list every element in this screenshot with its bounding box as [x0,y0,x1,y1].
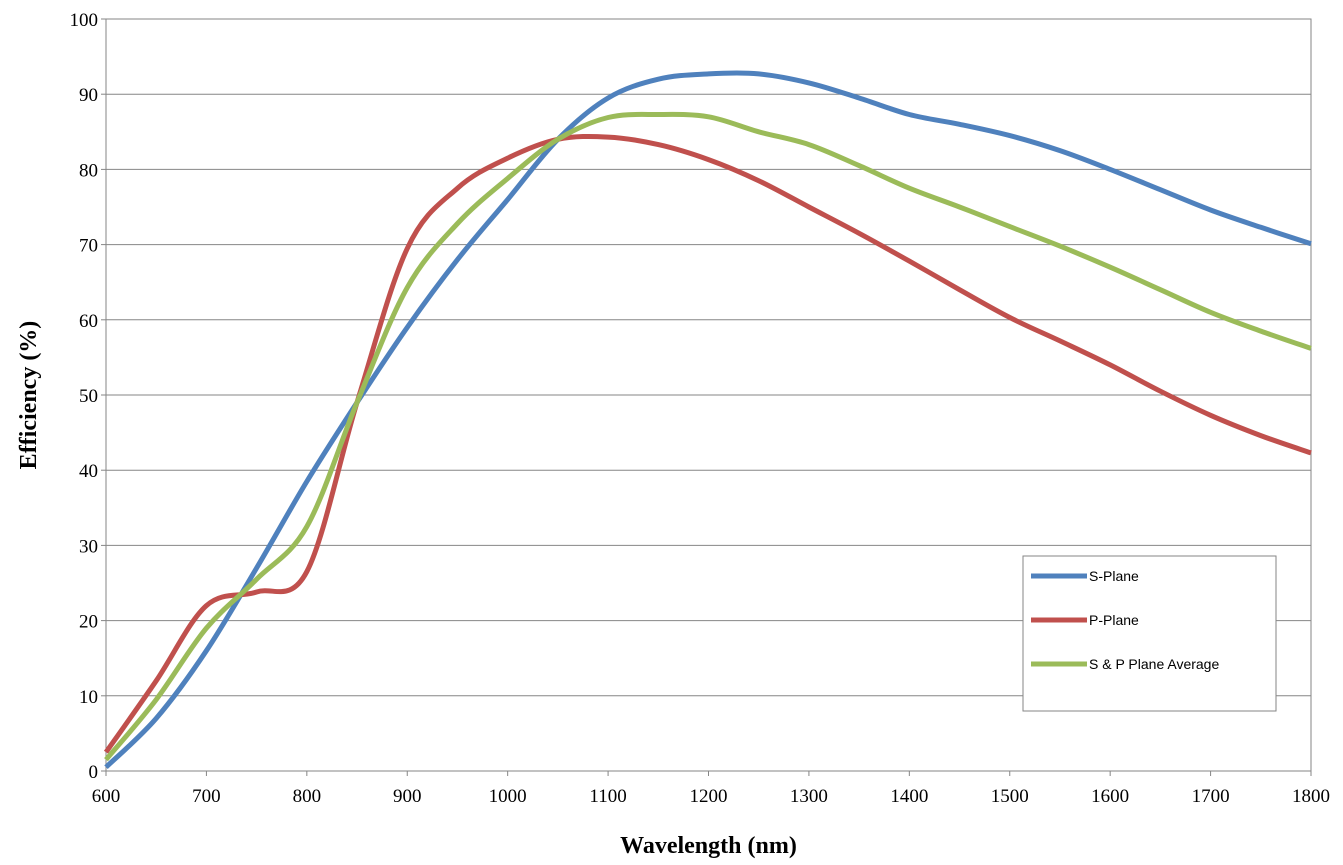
y-axis-tick-labels: 0 10 20 30 40 50 60 70 80 90 100 [70,10,106,783]
series-line-p-plane [103,133,1312,754]
x-tick-label: 900 [393,786,422,807]
gridlines [106,93,1311,697]
x-tick-label: 600 [92,786,121,807]
y-tick-label: 100 [70,10,99,31]
x-tick-label: 1000 [489,786,527,807]
y-tick-label: 60 [79,311,98,332]
x-axis-tick-labels: 600 700 800 900 1000 1100 1200 1300 1400 1500 1600… [92,771,1330,807]
x-tick-label: 1200 [690,786,728,807]
legend-label-p-plane: P-Plane [1089,612,1139,628]
legend-label-s-p-plane-average: S & P Plane Average [1089,656,1219,672]
y-tick-label: 50 [79,386,98,407]
x-tick-label: 1600 [1091,786,1129,807]
y-tick-label: 10 [79,687,98,708]
x-tick-label: 1500 [991,786,1029,807]
x-tick-label: 1800 [1292,786,1330,807]
x-axis-title: Wavelength (nm) [620,833,797,859]
x-tick-label: 1700 [1192,786,1230,807]
y-tick-label: 70 [79,236,98,257]
x-tick-label: 1100 [589,786,626,807]
y-tick-label: 20 [79,612,98,633]
x-tick-label: 1400 [890,786,928,807]
legend-label-s-plane: S-Plane [1089,568,1139,584]
legend: S-Plane P-Plane S & P Plane Average [1022,555,1277,712]
x-tick-label: 700 [192,786,221,807]
y-tick-label: 30 [79,536,98,557]
y-tick-label: 80 [79,160,98,181]
y-axis-title: Efficiency (%) [16,321,42,470]
legend-box [1022,555,1277,712]
x-tick-label: 800 [293,786,322,807]
y-tick-label: 40 [79,461,98,482]
series-line-s-plane [104,70,1312,770]
y-tick-label: 0 [89,762,99,783]
y-tick-label: 90 [79,85,98,106]
series-lines [103,70,1312,770]
series-line-s-p-plane-average [104,111,1312,762]
x-tick-label: 1300 [790,786,828,807]
